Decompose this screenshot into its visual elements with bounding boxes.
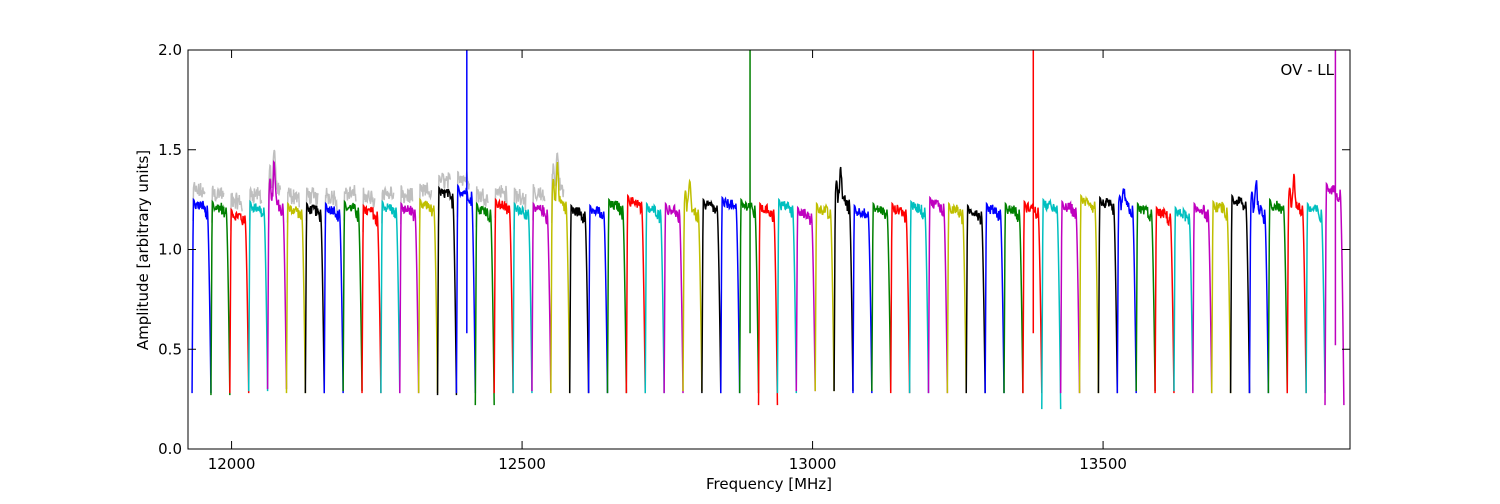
- series-line-channel-22: [587, 203, 609, 394]
- x-tick-label: 12000: [208, 455, 256, 473]
- series-line-channel-27: [682, 178, 703, 392]
- series-line-channel-42: [965, 203, 986, 394]
- series-line-channel-25: [644, 201, 665, 394]
- y-axis-label: Amplitude [arbitrary units]: [134, 150, 152, 350]
- y-tick-label: 1.0: [158, 241, 182, 259]
- reference-trace-segment: [286, 187, 300, 223]
- series-line-channel-9: [342, 199, 363, 392]
- series-line-channel-14: [436, 185, 458, 396]
- series-line-channel-13: [417, 197, 439, 394]
- reference-trace-segment: [551, 152, 565, 224]
- series-line-channel-29: [720, 195, 741, 394]
- series-line-channel-16: [474, 201, 495, 406]
- series-line-channel-3: [229, 207, 250, 394]
- series-line-channel-55: [1210, 199, 1232, 394]
- series-line-channel-11: [380, 199, 401, 394]
- reference-trace-segment: [418, 182, 433, 219]
- series-line-channel-31: [757, 201, 779, 406]
- reference-trace-segment: [532, 184, 546, 221]
- series-line-channel-41: [946, 201, 967, 394]
- series-line-channel-52: [1154, 205, 1175, 394]
- reference-trace-segment: [305, 187, 319, 221]
- series-line-channel-26: [663, 201, 684, 394]
- y-tick-label: 0.0: [158, 440, 182, 458]
- series-line-channel-58: [1267, 197, 1289, 394]
- series-line-channel-12: [399, 201, 420, 394]
- series-line-channel-28: [701, 197, 722, 394]
- series-line-channel-39: [908, 199, 930, 394]
- reference-trace-segment: [192, 181, 206, 222]
- series-line-channel-38: [889, 201, 911, 394]
- series-line-channel-8: [323, 201, 344, 394]
- reference-trace-segment: [437, 172, 452, 210]
- series-line-channel-44: [1003, 201, 1024, 394]
- series-line-channel-30: [738, 197, 760, 394]
- reference-trace-segment: [248, 185, 263, 221]
- panel-annotation: OV - LL: [1281, 61, 1335, 79]
- series-line-channel-49: [1097, 195, 1119, 394]
- series-line-channel-48: [1078, 193, 1100, 394]
- series-line-channel-47: [1059, 199, 1081, 394]
- series-line-channel-7: [304, 201, 325, 394]
- reference-trace-segment: [230, 192, 243, 231]
- series-line-channel-6: [285, 201, 307, 394]
- x-axis-label: Frequency [MHz]: [706, 475, 832, 493]
- series-line-channel-56: [1229, 193, 1251, 394]
- series-line-channel-54: [1192, 201, 1213, 394]
- series-line-channel-1: [191, 197, 212, 394]
- series-line-channel-15: [455, 183, 477, 394]
- series-line-channel-43: [984, 201, 1005, 394]
- series-line-channel-17: [493, 197, 514, 394]
- series-line-channel-24: [625, 193, 646, 394]
- series-line-channel-50: [1116, 188, 1137, 394]
- reference-trace-segment: [475, 186, 489, 228]
- series-line-channel-51: [1135, 201, 1156, 392]
- reference-trace-segment: [399, 185, 414, 225]
- reference-trace-segment: [324, 187, 338, 224]
- series-line-channel-5: [266, 159, 288, 390]
- reference-trace-segment: [362, 187, 376, 233]
- series-line-channel-33: [795, 205, 816, 392]
- series-line-channel-19: [531, 201, 552, 392]
- series-line-channel-18: [512, 201, 533, 394]
- series-line-channel-10: [361, 203, 382, 394]
- series-line-channel-61: [1324, 181, 1345, 406]
- reference-trace-segment: [267, 149, 282, 220]
- reference-trace-segment: [343, 185, 357, 221]
- series-line-channel-59: [1286, 173, 1307, 394]
- y-tick-label: 0.5: [158, 340, 182, 358]
- series-line-channel-4: [247, 199, 269, 392]
- series-line-channel-34: [814, 201, 835, 392]
- series-line-channel-32: [776, 197, 798, 394]
- x-tick-label: 12500: [498, 455, 546, 473]
- series-layer: [191, 50, 1345, 410]
- series-line-channel-57: [1248, 180, 1270, 394]
- y-axis-ticks: 0.0 0.5 1.0 1.5 2.0: [158, 41, 1350, 458]
- series-line-channel-37: [871, 201, 892, 392]
- series-line-channel-2: [210, 199, 231, 396]
- series-line-channel-20: [550, 161, 571, 394]
- series-line-channel-45: [1022, 199, 1043, 394]
- reference-trace-segment: [513, 187, 527, 230]
- reference-trace-segment: [494, 185, 508, 218]
- series-line-channel-40: [927, 195, 949, 394]
- x-tick-label: 13000: [789, 455, 837, 473]
- series-line-channel-60: [1305, 201, 1326, 394]
- series-line-channel-53: [1173, 205, 1194, 392]
- x-axis-ticks: 12000 12500 13000 13500: [208, 50, 1127, 473]
- y-tick-label: 1.5: [158, 141, 182, 159]
- series-line-channel-36: [852, 203, 873, 394]
- reference-trace-layer: [192, 149, 565, 233]
- series-line-channel-23: [606, 197, 628, 394]
- series-line-channel-35: [833, 166, 854, 392]
- reference-trace-segment: [381, 185, 395, 224]
- y-tick-label: 2.0: [158, 41, 182, 59]
- reference-trace-segment: [211, 185, 225, 223]
- series-line-channel-21: [568, 203, 590, 394]
- x-tick-label: 13500: [1079, 455, 1127, 473]
- series-line-channel-46: [1041, 197, 1062, 410]
